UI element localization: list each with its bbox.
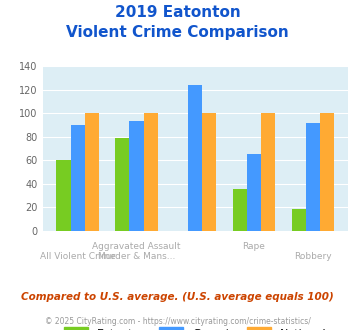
Text: Violent Crime Comparison: Violent Crime Comparison (66, 25, 289, 40)
Bar (129, 121, 143, 231)
Bar (233, 188, 247, 231)
Bar (202, 113, 217, 231)
Bar (292, 209, 306, 231)
Bar (306, 122, 320, 231)
Bar (261, 113, 275, 231)
Text: Compared to U.S. average. (U.S. average equals 100): Compared to U.S. average. (U.S. average … (21, 292, 334, 302)
Text: © 2025 CityRating.com - https://www.cityrating.com/crime-statistics/: © 2025 CityRating.com - https://www.city… (45, 317, 310, 326)
Text: 2019 Eatonton: 2019 Eatonton (115, 5, 240, 20)
Bar (85, 113, 99, 231)
Bar (71, 125, 85, 231)
Text: Rape: Rape (242, 242, 266, 250)
Text: Murder & Mans...: Murder & Mans... (98, 252, 175, 261)
Bar (320, 113, 334, 231)
Text: All Violent Crime: All Violent Crime (40, 252, 115, 261)
Bar (143, 113, 158, 231)
Legend: Eatonton, Georgia, National: Eatonton, Georgia, National (59, 322, 331, 330)
Bar (56, 160, 71, 231)
Bar (115, 138, 129, 231)
Text: Robbery: Robbery (294, 252, 332, 261)
Bar (247, 154, 261, 231)
Bar (188, 85, 202, 231)
Text: Aggravated Assault: Aggravated Assault (92, 242, 181, 250)
